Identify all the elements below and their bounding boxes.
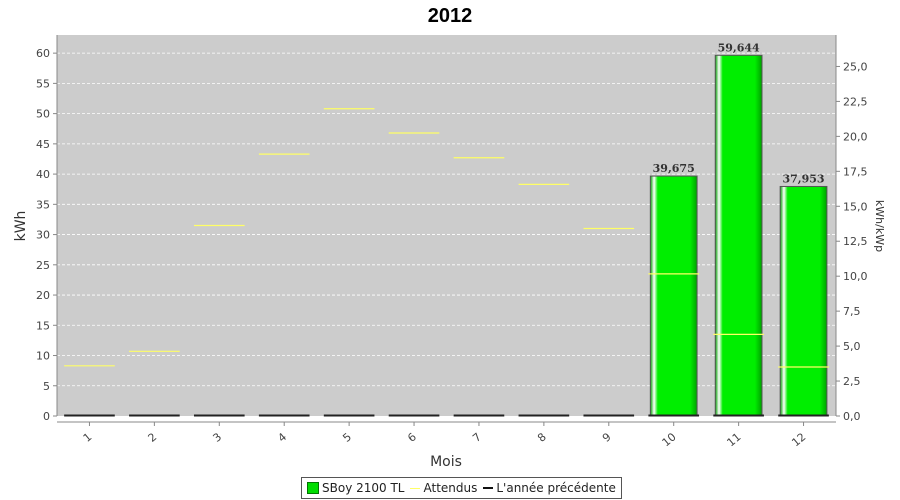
x-tick-label: 1: [81, 430, 95, 444]
x-tick-label: 12: [789, 430, 808, 449]
bar: [714, 54, 763, 417]
data-label: 39,675: [653, 162, 695, 175]
legend-item-previous-year: L'année précédente: [483, 481, 616, 495]
x-tick-label: 2: [146, 430, 160, 444]
legend-label: Attendus: [423, 481, 478, 495]
y2-tick-label: 15,0: [843, 200, 868, 213]
y2-tick-label: 0,0: [843, 410, 861, 423]
x-tick-label: 6: [405, 430, 419, 444]
markers: [64, 108, 829, 417]
legend-item-production: SBoy 2100 TL: [307, 481, 404, 495]
y-tick-label: 55: [36, 77, 50, 90]
y2-tick-label: 7,5: [843, 305, 861, 318]
x-tick-label: 4: [275, 430, 289, 444]
y-axis-label: kWh: [13, 211, 29, 242]
y2-tick-label: 12,5: [843, 235, 868, 248]
x-tick-label: 5: [340, 430, 354, 444]
y-tick-label: 35: [36, 198, 50, 211]
y-tick-label: 30: [36, 229, 50, 242]
data-label: 37,953: [782, 172, 824, 185]
y2-tick-label: 17,5: [843, 165, 868, 178]
x-tick-label: 9: [600, 430, 614, 444]
y-tick-label: 50: [36, 108, 50, 121]
y-tick-label: 0: [43, 410, 50, 423]
bar: [779, 185, 828, 417]
y2-tick-label: 2,5: [843, 375, 861, 388]
y-tick-label: 45: [36, 138, 50, 151]
y-tick-label: 10: [36, 350, 50, 363]
data-labels: 39,675 59,644 37,953: [653, 41, 825, 185]
bar: [649, 175, 698, 417]
data-label: 59,644: [718, 41, 760, 54]
x-tick-label: 10: [660, 430, 679, 449]
legend: SBoy 2100 TL Attendus L'année précédente: [301, 477, 622, 499]
y2-tick-label: 25,0: [843, 60, 868, 73]
bars: [649, 54, 828, 417]
x-tick-label: 8: [535, 430, 549, 444]
chart-title: 2012: [428, 5, 473, 27]
y-tick-label: 5: [43, 380, 50, 393]
y-tick-label: 60: [36, 47, 50, 60]
green-square-icon: [307, 482, 319, 494]
y2-axis-label: kWh/kWp: [873, 200, 886, 252]
y-axis-ticks: 0 5 10 15 20 25 30 35 40 45 50 55 60: [36, 47, 57, 423]
legend-label: L'année précédente: [496, 481, 616, 495]
y2-tick-label: 10,0: [843, 270, 868, 283]
legend-item-expected: Attendus: [410, 481, 477, 495]
y-tick-label: 40: [36, 168, 50, 181]
y2-tick-label: 20,0: [843, 130, 868, 143]
x-tick-label: 3: [211, 430, 225, 444]
yellow-line-icon: [410, 487, 421, 489]
y2-tick-label: 22,5: [843, 95, 868, 108]
x-tick-label: 7: [470, 430, 484, 444]
plot-area: [57, 35, 836, 416]
y-tick-label: 15: [36, 319, 50, 332]
y-tick-label: 25: [36, 259, 50, 272]
legend-label: SBoy 2100 TL: [322, 481, 405, 495]
y-tick-label: 20: [36, 289, 50, 302]
x-axis-label: Mois: [430, 454, 462, 470]
x-tick-label: 11: [724, 430, 743, 449]
y2-axis-ticks: 0,0 2,5 5,0 7,5 10,0 12,5 15,0 17,5 20,0 22,5 25,0: [836, 60, 868, 423]
x-axis-ticks: 1 2 3 4 5 6 7 8 9 10 11 12: [81, 422, 808, 449]
black-line-icon: [483, 487, 494, 489]
y2-tick-label: 5,0: [843, 340, 861, 353]
